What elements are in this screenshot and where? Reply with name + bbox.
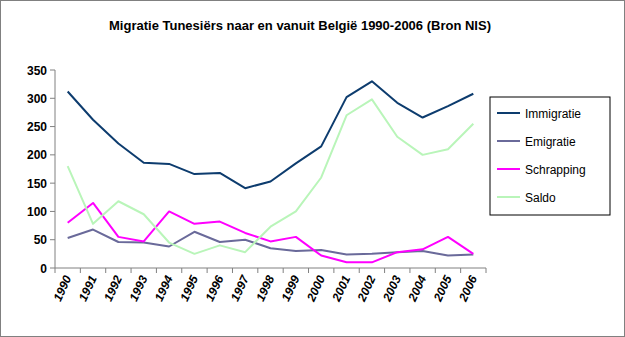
y-tick bbox=[50, 126, 55, 127]
x-tick bbox=[131, 268, 132, 273]
x-tick-label: 1996 bbox=[203, 273, 227, 303]
x-tick-label: 1999 bbox=[279, 273, 303, 303]
x-tick bbox=[105, 268, 106, 273]
legend-label: Emigratie bbox=[525, 135, 576, 149]
x-tick bbox=[359, 268, 360, 273]
y-tick bbox=[50, 239, 55, 240]
plot-area bbox=[68, 81, 474, 262]
x-tick-label: 2000 bbox=[304, 273, 329, 304]
x-tick-label: 2002 bbox=[354, 273, 379, 304]
x-tick bbox=[409, 268, 410, 273]
x-tick bbox=[207, 268, 208, 273]
legend-label: Saldo bbox=[525, 191, 556, 205]
legend bbox=[490, 97, 610, 215]
y-tick-label: 150 bbox=[27, 177, 47, 191]
y-axis bbox=[55, 70, 56, 268]
x-tick bbox=[333, 268, 334, 273]
legend-swatch bbox=[497, 168, 520, 170]
x-tick-label: 2001 bbox=[329, 273, 354, 304]
x-tick-label: 1994 bbox=[152, 273, 176, 303]
x-tick-label: 1991 bbox=[76, 273, 100, 303]
y-tick-label: 200 bbox=[27, 148, 47, 162]
chart: Migratie Tunesiërs naar en vanuit België… bbox=[0, 0, 625, 337]
legend-swatch bbox=[497, 140, 520, 142]
y-tick-label: 0 bbox=[40, 262, 47, 276]
x-tick-label: 2003 bbox=[380, 273, 405, 304]
x-tick-label: 1993 bbox=[126, 273, 150, 303]
legend-swatch bbox=[497, 112, 520, 114]
x-tick bbox=[55, 268, 56, 273]
y-tick bbox=[50, 154, 55, 155]
x-tick bbox=[435, 268, 436, 273]
y-tick-label: 250 bbox=[27, 120, 47, 134]
legend-swatch bbox=[497, 196, 520, 198]
x-tick bbox=[257, 268, 258, 273]
x-tick-label: 1995 bbox=[177, 273, 201, 303]
x-tick bbox=[181, 268, 182, 273]
x-tick bbox=[460, 268, 461, 273]
y-tick bbox=[50, 268, 55, 269]
y-tick bbox=[50, 211, 55, 212]
x-tick bbox=[80, 268, 81, 273]
x-tick-label: 1990 bbox=[50, 273, 74, 303]
x-tick-label: 2004 bbox=[405, 273, 430, 304]
y-tick bbox=[50, 98, 55, 99]
x-tick bbox=[156, 268, 157, 273]
title: Migratie Tunesiërs naar en vanuit België… bbox=[109, 18, 491, 33]
x-tick-label: 1997 bbox=[228, 272, 253, 303]
y-tick-label: 50 bbox=[34, 233, 48, 247]
y-tick-label: 100 bbox=[27, 205, 47, 219]
x-axis bbox=[55, 268, 486, 269]
series-line bbox=[68, 81, 474, 188]
x-tick bbox=[308, 268, 309, 273]
y-tick bbox=[50, 183, 55, 184]
y-tick-label: 350 bbox=[27, 64, 47, 78]
x-tick-label: 2005 bbox=[430, 273, 455, 304]
y-tick-label: 300 bbox=[27, 92, 47, 106]
x-tick-label: 2006 bbox=[456, 273, 481, 304]
series-line bbox=[68, 99, 474, 253]
legend-label: Schrapping bbox=[525, 163, 586, 177]
x-tick bbox=[384, 268, 385, 273]
series-line bbox=[68, 203, 474, 262]
series-line bbox=[68, 230, 474, 256]
x-tick-label: 1992 bbox=[101, 273, 125, 303]
x-tick bbox=[486, 268, 487, 273]
x-tick-label: 1998 bbox=[253, 273, 277, 303]
x-tick bbox=[283, 268, 284, 273]
x-tick bbox=[232, 268, 233, 273]
legend-label: Immigratie bbox=[525, 107, 581, 121]
y-tick bbox=[50, 70, 55, 71]
chart-area bbox=[1, 1, 625, 337]
